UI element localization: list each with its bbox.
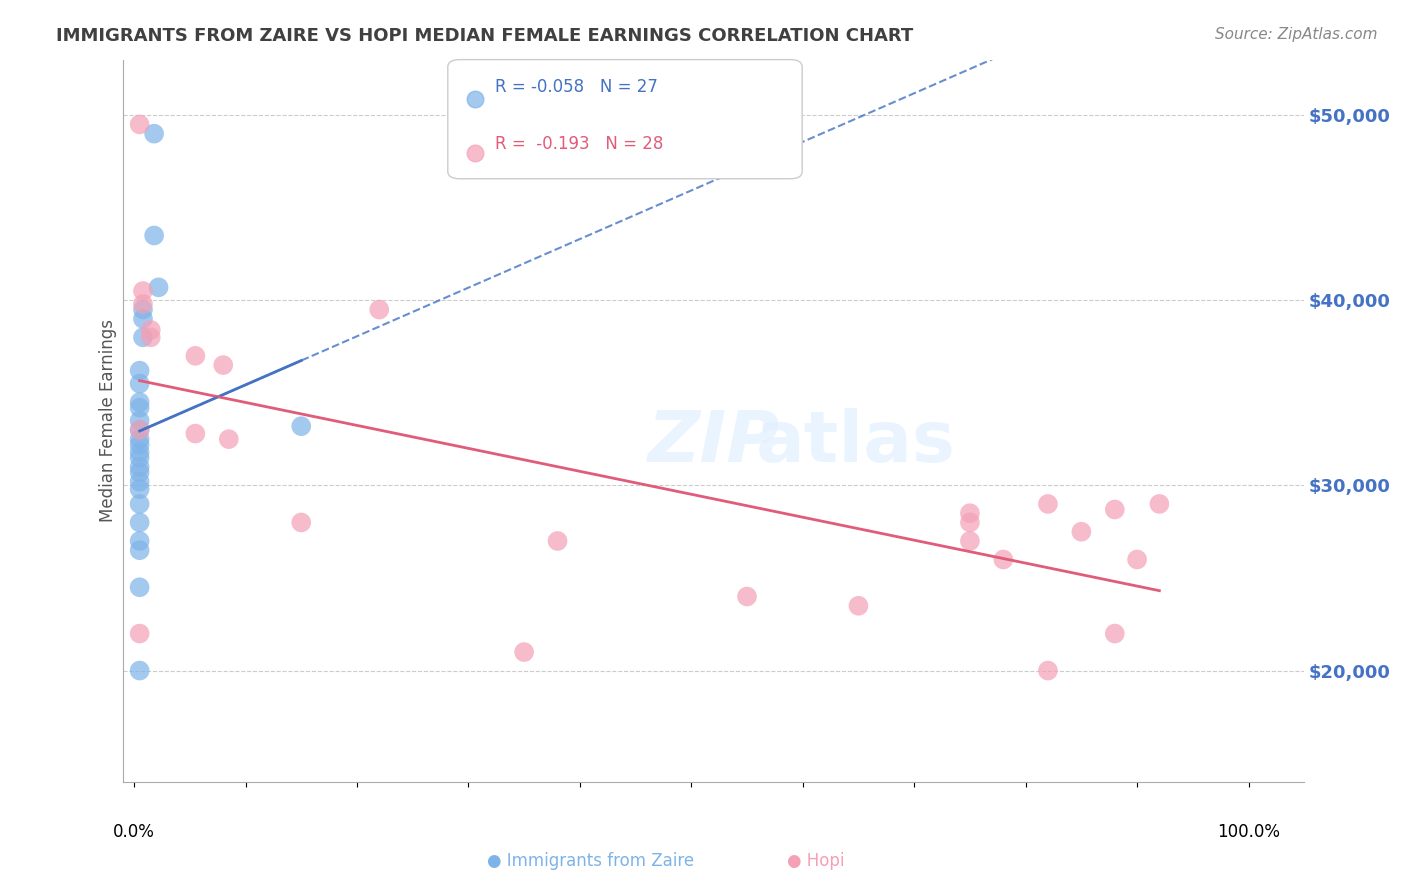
Point bbox=[290, 516, 312, 530]
Text: R =  -0.193   N = 28: R = -0.193 N = 28 bbox=[495, 136, 664, 153]
Point bbox=[148, 280, 170, 294]
Point bbox=[128, 414, 150, 428]
Point bbox=[1036, 497, 1059, 511]
Text: ● Hopi: ● Hopi bbox=[787, 852, 844, 870]
Point bbox=[184, 426, 207, 441]
Point bbox=[128, 432, 150, 446]
Point bbox=[128, 438, 150, 452]
Y-axis label: Median Female Earnings: Median Female Earnings bbox=[100, 319, 117, 522]
Point bbox=[1126, 552, 1149, 566]
Text: 100.0%: 100.0% bbox=[1218, 823, 1279, 841]
Point bbox=[128, 364, 150, 378]
FancyBboxPatch shape bbox=[447, 60, 803, 178]
Point bbox=[218, 432, 240, 446]
Point bbox=[143, 228, 166, 243]
Point bbox=[212, 358, 235, 372]
Text: Source: ZipAtlas.com: Source: ZipAtlas.com bbox=[1215, 27, 1378, 42]
Point bbox=[547, 533, 569, 548]
Text: R = -0.058   N = 27: R = -0.058 N = 27 bbox=[495, 78, 658, 95]
Point bbox=[1104, 626, 1126, 640]
Point bbox=[128, 475, 150, 489]
Point bbox=[132, 302, 155, 317]
Point bbox=[128, 423, 150, 437]
Point bbox=[139, 330, 162, 344]
Point bbox=[128, 516, 150, 530]
Point bbox=[128, 117, 150, 131]
Point bbox=[959, 506, 981, 520]
Point bbox=[290, 419, 312, 434]
Point bbox=[1070, 524, 1092, 539]
Point bbox=[132, 297, 155, 311]
Point bbox=[132, 284, 155, 298]
Point bbox=[128, 626, 150, 640]
Text: 0.0%: 0.0% bbox=[112, 823, 155, 841]
Point bbox=[1104, 502, 1126, 516]
Text: atlas: atlas bbox=[755, 408, 955, 477]
Point bbox=[128, 376, 150, 391]
Point bbox=[959, 516, 981, 530]
Point bbox=[143, 127, 166, 141]
Point bbox=[993, 552, 1015, 566]
Point bbox=[128, 533, 150, 548]
Point bbox=[128, 664, 150, 678]
Point bbox=[128, 459, 150, 474]
Point bbox=[513, 645, 536, 659]
Point bbox=[128, 482, 150, 496]
Text: ZIP: ZIP bbox=[648, 408, 780, 477]
Text: ● Immigrants from Zaire: ● Immigrants from Zaire bbox=[486, 852, 695, 870]
Point bbox=[128, 395, 150, 409]
Point bbox=[1036, 664, 1059, 678]
Point bbox=[128, 497, 150, 511]
Point bbox=[184, 349, 207, 363]
Point bbox=[848, 599, 870, 613]
Point bbox=[132, 330, 155, 344]
Text: IMMIGRANTS FROM ZAIRE VS HOPI MEDIAN FEMALE EARNINGS CORRELATION CHART: IMMIGRANTS FROM ZAIRE VS HOPI MEDIAN FEM… bbox=[56, 27, 914, 45]
Point bbox=[735, 590, 758, 604]
Text: R =  -0.193   N = 28: R = -0.193 N = 28 bbox=[495, 125, 664, 143]
Point bbox=[128, 401, 150, 415]
Point bbox=[128, 423, 150, 437]
Point bbox=[128, 445, 150, 459]
Point bbox=[128, 450, 150, 465]
Point bbox=[368, 302, 391, 317]
Point bbox=[959, 533, 981, 548]
Point bbox=[1149, 497, 1171, 511]
Point bbox=[132, 311, 155, 326]
Point bbox=[128, 543, 150, 558]
Text: R = -0.058   N = 27: R = -0.058 N = 27 bbox=[495, 74, 658, 92]
Point bbox=[128, 580, 150, 594]
Point bbox=[139, 323, 162, 337]
Point bbox=[128, 466, 150, 480]
